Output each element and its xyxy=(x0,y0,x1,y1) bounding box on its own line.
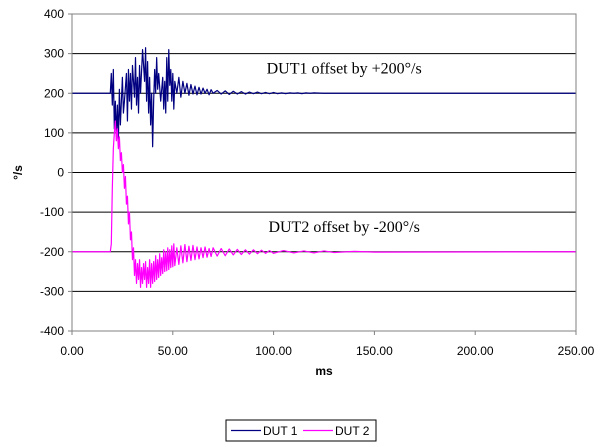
annotation-dut2-offset: DUT2 offset by -200°/s xyxy=(268,219,419,236)
x-tick-label: 200.00 xyxy=(457,344,494,358)
y-tick-label: -400 xyxy=(40,324,64,338)
x-tick-label: 250.00 xyxy=(558,344,595,358)
y-tick-label: 0 xyxy=(57,166,64,180)
y-tick-label: 200 xyxy=(44,86,64,100)
x-tick-label: 50.00 xyxy=(158,344,188,358)
x-axis-title: ms xyxy=(315,364,333,378)
y-axis-title: °/s xyxy=(11,165,25,180)
legend-label-dut2: DUT 2 xyxy=(335,424,370,438)
series-lines xyxy=(72,47,577,289)
legend-label-dut1: DUT 1 xyxy=(263,424,298,438)
legend-box xyxy=(225,419,377,442)
series-line-dut2 xyxy=(72,120,577,289)
y-tick-label: -200 xyxy=(40,245,64,259)
x-tick-label: 0.00 xyxy=(60,344,84,358)
annotation-dut1-offset: DUT1 offset by +200°/s xyxy=(267,60,422,77)
x-tick-label: 150.00 xyxy=(356,344,393,358)
legend: DUT 1 DUT 2 xyxy=(225,419,377,442)
y-tick-label: -100 xyxy=(40,205,64,219)
y-tick-label: 300 xyxy=(44,47,64,61)
x-tick-label: 100.00 xyxy=(255,344,292,358)
y-tick-label: -300 xyxy=(40,284,64,298)
series-line-dut1 xyxy=(72,47,576,148)
y-tick-label: 400 xyxy=(44,7,64,21)
y-tick-label: 100 xyxy=(44,126,64,140)
axis-ticks: -400 -300 -200 -100 0 100 200 300 400 0.00 50.00 10… xyxy=(40,7,595,358)
